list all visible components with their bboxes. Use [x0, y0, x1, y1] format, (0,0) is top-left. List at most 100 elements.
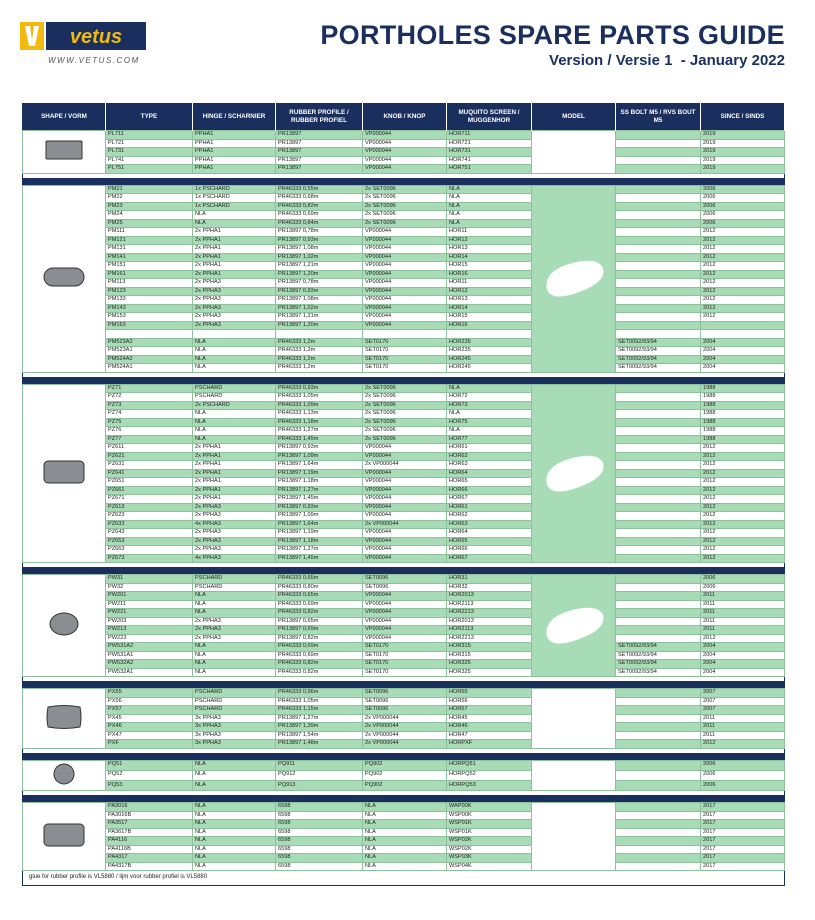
cell: 2x VP000044 — [362, 519, 447, 529]
cell — [615, 235, 701, 245]
cell: PM113 — [105, 278, 193, 288]
cell — [615, 269, 701, 279]
column-header: KNOB / KNOP — [362, 103, 447, 131]
cell: 2012 — [700, 295, 785, 305]
cell: 2x VP000044 — [362, 713, 447, 723]
cell: PR13897 1,18m — [275, 536, 363, 546]
cell: 2x PSCHARD — [192, 400, 276, 410]
cell: HOR2013 — [446, 591, 532, 601]
cell: SET0170 — [362, 642, 447, 652]
cell: 1988 — [700, 392, 785, 402]
cell: VP000044 — [362, 502, 447, 512]
cell: VP000044 — [362, 155, 447, 165]
cell: PZ613 — [105, 502, 193, 512]
cell: PW31 — [105, 574, 193, 584]
cell: PSCHARD — [192, 705, 276, 715]
cell: VP000044 — [362, 536, 447, 546]
cell — [615, 392, 701, 402]
part-row: PA4116B NLA 6598 NLA WSP02K 2017 — [23, 844, 785, 854]
cell: PR46333 0,55m — [275, 184, 363, 194]
cell: PR13897 1,45m — [275, 494, 363, 504]
cell: HOR325 — [446, 659, 532, 669]
cell: HOR11 — [446, 278, 532, 288]
cell — [615, 519, 701, 529]
cell: 2006 — [700, 218, 785, 228]
cell: 2012 — [700, 252, 785, 262]
cell — [615, 582, 701, 592]
cell: NLA — [192, 434, 276, 444]
cell: NLA — [192, 363, 276, 373]
cell: PR46333 1,2m — [275, 346, 363, 356]
cell: PR46333 0,82m — [275, 201, 363, 211]
cell: 2x PPHA3 — [192, 545, 276, 555]
cell: NLA — [192, 210, 276, 220]
cell: PQ902 — [362, 759, 447, 771]
cell: 2011 — [700, 599, 785, 609]
cell: VP000044 — [362, 494, 447, 504]
cell: 2017 — [700, 827, 785, 837]
cell — [615, 295, 701, 305]
cell: NLA — [362, 861, 447, 871]
cell: 2012 — [700, 261, 785, 271]
cell: 2x PPHA3 — [192, 633, 276, 643]
cell: PZ673 — [105, 553, 193, 563]
shape-icon — [49, 612, 79, 636]
title: PORTHOLES SPARE PARTS GUIDE — [320, 20, 785, 50]
part-row: PM141 2x PPHA1 PR13897 1,02m VP000044 HOR14 2… — [23, 252, 785, 262]
cell: PR46333 0,80m — [275, 582, 363, 592]
part-row: PM22 1x PSCHARD PR46333 0,68m 2x SET0096 NLA… — [23, 193, 785, 203]
cell: 2x SET0096 — [362, 218, 447, 228]
part-row: PX57 PSCHARD PR46333 1,15m SET0096 HOR57 2007 — [23, 705, 785, 715]
part-row: PW221 NLA PR46333 0,82m VP000044 HOR2213 2011 — [23, 608, 785, 618]
cell: PM153 — [105, 312, 193, 322]
part-row: PZ641 2x PPHA1 PR13897 1,19m VP000044 HOR64 2… — [23, 468, 785, 478]
model-cell — [531, 688, 616, 749]
part-row: PZ663 2x PPHA3 PR13897 1,27m VP000044 HOR66 2… — [23, 545, 785, 555]
part-row: PQ51 NLA PQ911 PQ902 HORPQ51 2006 — [22, 759, 785, 791]
cell: HOR741 — [446, 155, 532, 165]
cell: SET0170 — [362, 667, 447, 677]
cell: HOR2213 — [446, 633, 532, 643]
cell: 2x PPHA3 — [192, 286, 276, 296]
cell: WSP00K — [446, 810, 532, 820]
cell: HOR315 — [446, 650, 532, 660]
cell: PZ623 — [105, 511, 193, 521]
part-row: PZ673 4x PPHA3 PR13897 1,45m VP000044 HOR67 2… — [23, 553, 785, 563]
cell: PXF — [105, 739, 193, 749]
cell: VP000044 — [362, 545, 447, 555]
cell: SET0170 — [362, 354, 447, 364]
cell — [615, 434, 701, 444]
cell: PM22 — [105, 193, 193, 203]
cell: PW221 — [105, 608, 193, 618]
cell: 2012 — [700, 494, 785, 504]
cell: PR46333 0,82m — [275, 659, 363, 669]
cell: 1988 — [700, 434, 785, 444]
cell — [615, 383, 701, 393]
cell: VP000044 — [362, 625, 447, 635]
cell: VP000044 — [362, 633, 447, 643]
part-row: PM163 2x PPHA3 PR13897 1,20m VP000044 HOR16 — [23, 320, 785, 330]
cell: PM523A1 — [105, 346, 193, 356]
cell: 2004 — [700, 337, 785, 347]
cell: SET0096 — [362, 582, 447, 592]
cell: 2x SET0096 — [362, 193, 447, 203]
part-row: PW532A2 NLA PR46333 0,82m SET0170 HOR325 SET0… — [23, 659, 785, 669]
cell: 2012 — [700, 451, 785, 461]
cell: PR13897 0,93m — [275, 443, 363, 453]
cell: VP000044 — [362, 320, 447, 330]
cell: PR46333 0,93m — [275, 383, 363, 393]
cell: PM524A1 — [105, 363, 193, 373]
cell: PW203 — [105, 616, 193, 626]
cell: NLA — [192, 844, 276, 854]
cell: PW211 — [105, 599, 193, 609]
cell: PR13897 0,82m — [275, 633, 363, 643]
separator — [22, 562, 785, 575]
cell — [615, 286, 701, 296]
cell: SET0092/93/94 — [615, 346, 701, 356]
column-header: SINCE / SINDS — [700, 103, 785, 131]
part-row: PL751 PPHA1 PR13897 VP000044 HOR751 2019 — [23, 164, 785, 174]
cell: NLA — [446, 184, 532, 194]
cell: 2017 — [700, 810, 785, 820]
cell: VP000044 — [362, 608, 447, 618]
cell — [615, 443, 701, 453]
